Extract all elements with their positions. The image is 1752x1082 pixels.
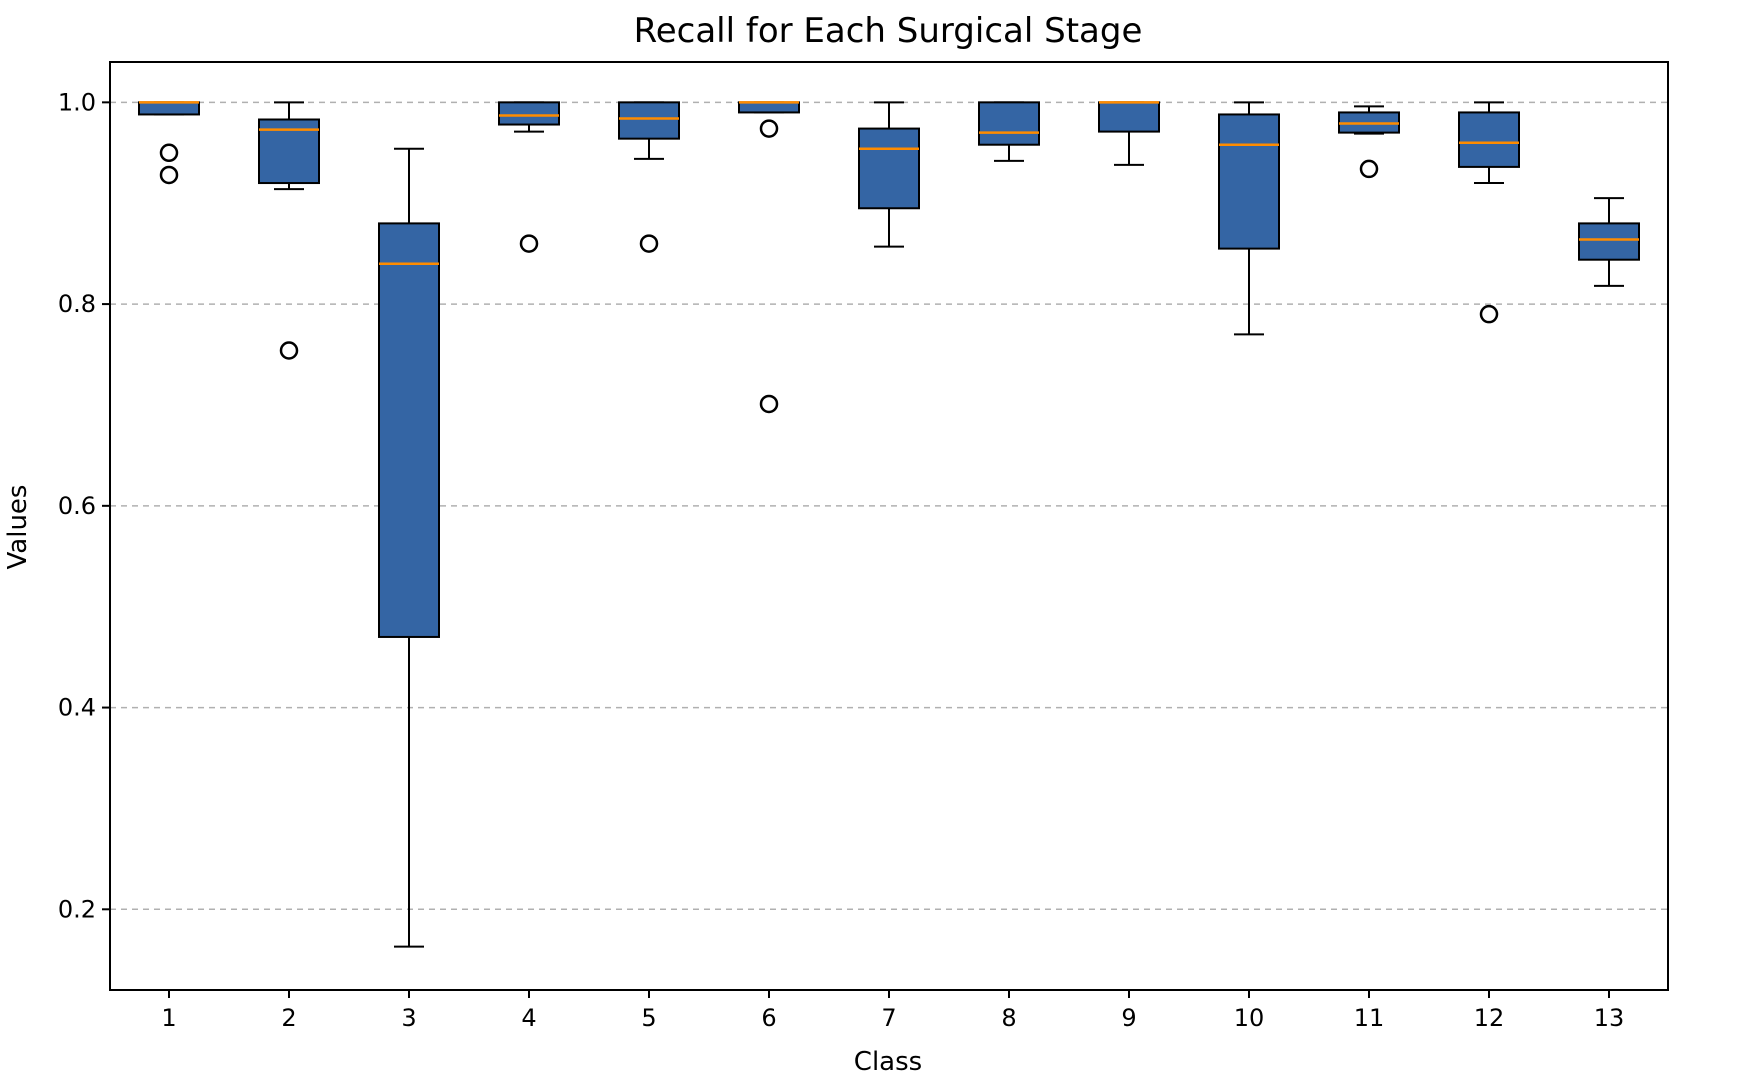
box-class-7 (858, 101, 920, 248)
box-class-12 (1458, 101, 1520, 324)
x-tick-label: 8 (1001, 1004, 1016, 1032)
outlier-point (519, 234, 539, 253)
box-series (138, 101, 1640, 948)
chart-title: Recall for Each Surgical Stage (634, 11, 1143, 51)
box-class-8 (978, 101, 1040, 162)
iqr-box (618, 101, 680, 140)
y-axis: 0.2 0.4 0.6 0.8 1.0 (58, 88, 110, 923)
x-tick-label: 12 (1474, 1004, 1505, 1032)
y-tick-label: 0.6 (58, 492, 96, 520)
box-class-13 (1578, 197, 1640, 287)
iqr-box (738, 101, 800, 114)
box-class-9 (1098, 101, 1160, 166)
iqr-box (1098, 101, 1160, 133)
iqr-box (1218, 113, 1280, 250)
box-class-6 (738, 101, 800, 414)
x-tick-label: 3 (401, 1004, 416, 1032)
box-class-2 (258, 101, 320, 360)
x-tick-label: 11 (1354, 1004, 1385, 1032)
iqr-box (978, 101, 1040, 146)
iqr-box (138, 101, 200, 116)
iqr-box (858, 127, 920, 210)
y-tick-label: 0.2 (58, 895, 96, 923)
box-class-10 (1218, 101, 1280, 336)
x-axis-label: Class (854, 1047, 922, 1077)
x-tick-label: 9 (1121, 1004, 1136, 1032)
x-tick-label: 7 (881, 1004, 896, 1032)
x-tick-label: 2 (281, 1004, 296, 1032)
outlier-point (279, 341, 299, 360)
y-tick-label: 1.0 (58, 88, 96, 116)
x-tick-label: 4 (521, 1004, 536, 1032)
iqr-box (378, 222, 440, 638)
x-tick-label: 1 (161, 1004, 176, 1032)
box-class-3 (378, 147, 440, 948)
x-axis: 1 2 3 4 5 6 7 8 9 10 11 12 13 (161, 990, 1624, 1032)
iqr-box (1578, 222, 1640, 261)
outlier-point (1359, 159, 1379, 179)
y-axis-label: Values (3, 485, 33, 570)
outlier-point (759, 394, 779, 414)
outlier-point (639, 234, 659, 253)
outlier-point (759, 119, 779, 138)
y-tick-label: 0.4 (58, 694, 96, 722)
x-tick-label: 6 (761, 1004, 776, 1032)
iqr-box (498, 101, 560, 126)
x-tick-label: 13 (1594, 1004, 1625, 1032)
box-class-4 (498, 101, 560, 253)
x-tick-label: 10 (1234, 1004, 1265, 1032)
y-tick-label: 0.8 (58, 290, 96, 318)
gridlines (110, 101, 1668, 911)
box-class-1 (138, 101, 200, 185)
outlier-point (159, 143, 179, 163)
x-tick-label: 5 (641, 1004, 656, 1032)
outlier-point (1479, 304, 1499, 324)
iqr-box (1458, 111, 1520, 168)
box-class-11 (1338, 105, 1400, 179)
outlier-point (159, 165, 179, 185)
box-class-5 (618, 101, 680, 253)
